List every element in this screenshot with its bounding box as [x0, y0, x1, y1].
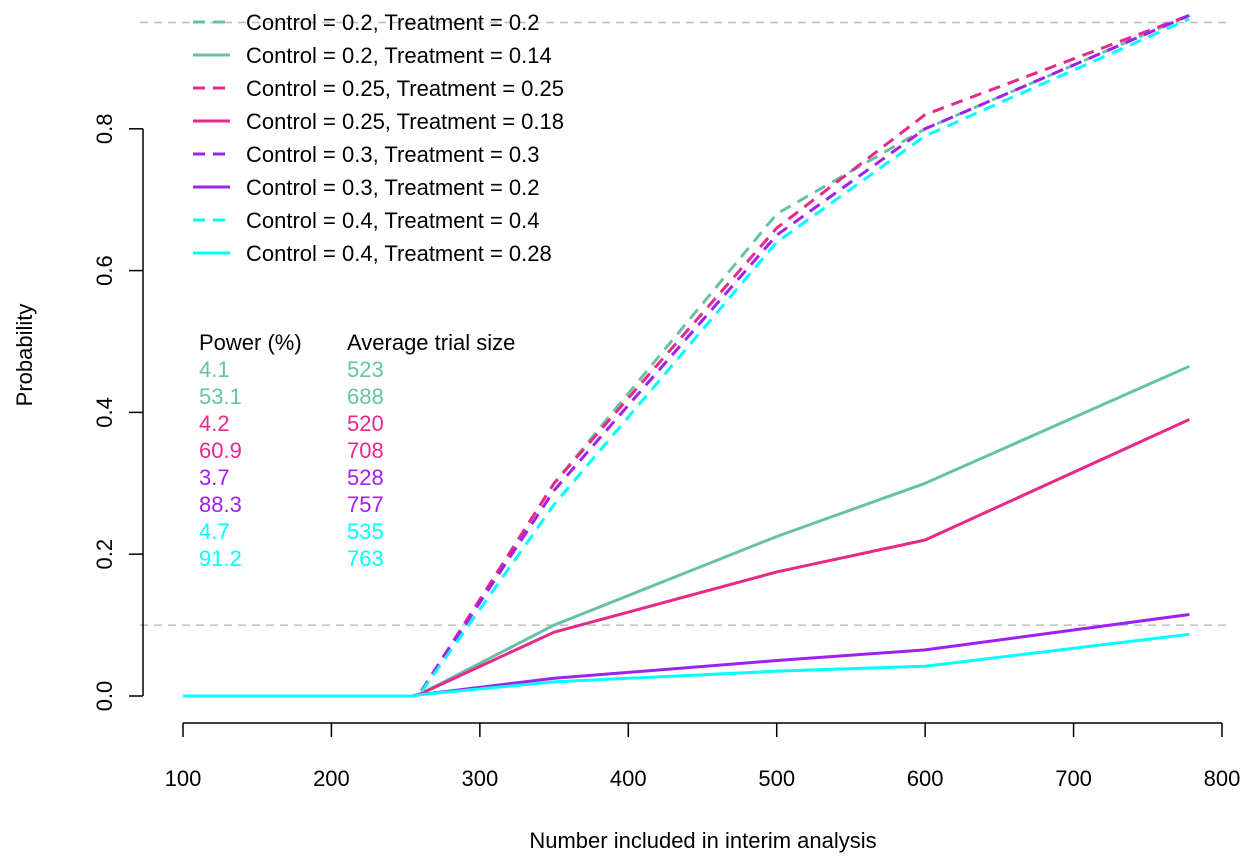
series-line-2 — [183, 364, 1190, 698]
legend-label-7: Control = 0.4, Treatment = 0.4 — [246, 208, 540, 233]
series-line-8 — [183, 632, 1190, 698]
table-power-7: 4.7 — [199, 519, 230, 544]
x-tick-label-400: 400 — [610, 766, 647, 791]
table-size-4: 708 — [347, 438, 384, 463]
table-power-5: 3.7 — [199, 465, 230, 490]
y-tick-label-4: 0.8 — [92, 114, 117, 145]
x-tick-label-100: 100 — [165, 766, 202, 791]
legend-label-5: Control = 0.3, Treatment = 0.3 — [246, 142, 540, 167]
legend: Control = 0.2, Treatment = 0.2 Control = … — [193, 10, 564, 266]
axes: 100 200 300 400 500 600 700 800 0.0 0.2 0.4 0.6 0.8 — [92, 114, 1240, 791]
y-tick-label-0: 0.0 — [92, 681, 117, 712]
legend-label-3: Control = 0.25, Treatment = 0.25 — [246, 76, 564, 101]
table-size-3: 520 — [347, 411, 384, 436]
table-header-power: Power (%) — [199, 330, 302, 355]
table-size-7: 535 — [347, 519, 384, 544]
y-tick-label-3: 0.6 — [92, 255, 117, 286]
table-size-8: 763 — [347, 546, 384, 571]
table-power-3: 4.2 — [199, 411, 230, 436]
table-power-6: 88.3 — [199, 492, 242, 517]
x-tick-label-200: 200 — [313, 766, 350, 791]
series-line-6 — [183, 612, 1190, 698]
y-tick-label-2: 0.4 — [92, 397, 117, 428]
table-size-1: 523 — [347, 357, 384, 382]
table-power-1: 4.1 — [199, 357, 230, 382]
x-tick-label-800: 800 — [1204, 766, 1241, 791]
table-size-2: 688 — [347, 384, 384, 409]
series-line-4 — [183, 418, 1190, 698]
table-header-size: Average trial size — [347, 330, 515, 355]
legend-label-1: Control = 0.2, Treatment = 0.2 — [246, 10, 540, 35]
series-lines — [183, 13, 1190, 698]
legend-label-2: Control = 0.2, Treatment = 0.14 — [246, 43, 552, 68]
x-tick-label-500: 500 — [758, 766, 795, 791]
x-tick-label-300: 300 — [461, 766, 498, 791]
x-axis-label: Number included in interim analysis — [529, 828, 876, 853]
legend-label-4: Control = 0.25, Treatment = 0.18 — [246, 109, 564, 134]
table-power-2: 53.1 — [199, 384, 242, 409]
table-size-6: 757 — [347, 492, 384, 517]
series-line-7 — [183, 17, 1190, 698]
legend-label-6: Control = 0.3, Treatment = 0.2 — [246, 175, 540, 200]
summary-table: Power (%) Average trial size 4.1 523 53.1 688… — [199, 330, 515, 571]
legend-label-8: Control = 0.4, Treatment = 0.28 — [246, 241, 552, 266]
table-power-4: 60.9 — [199, 438, 242, 463]
table-size-5: 528 — [347, 465, 384, 490]
reference-lines — [140, 21, 1232, 626]
table-power-8: 91.2 — [199, 546, 242, 571]
x-tick-label-700: 700 — [1055, 766, 1092, 791]
x-tick-label-600: 600 — [907, 766, 944, 791]
y-tick-label-1: 0.2 — [92, 539, 117, 570]
y-axis-label: Probability — [12, 304, 37, 407]
